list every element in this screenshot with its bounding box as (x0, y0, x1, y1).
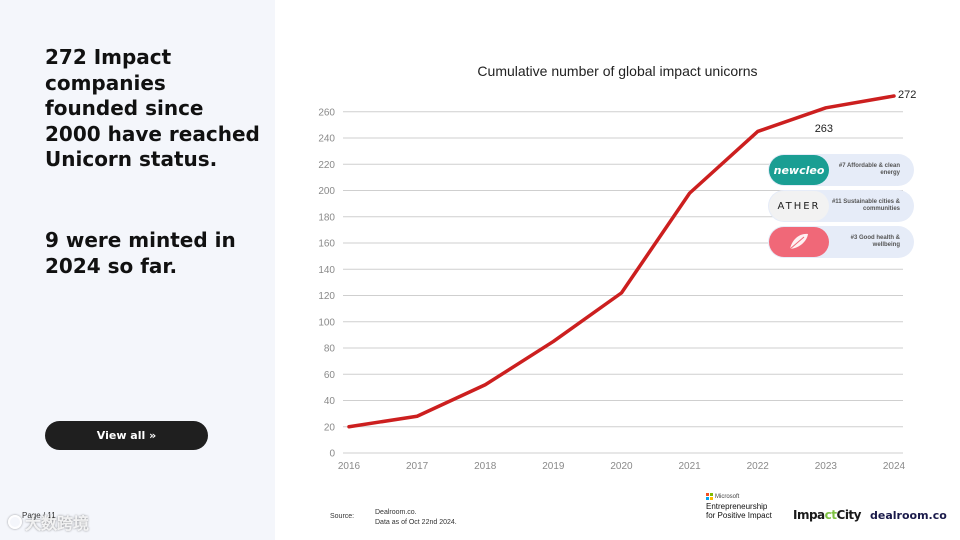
y-tick-label: 100 (318, 317, 335, 328)
y-tick-label: 200 (318, 186, 335, 197)
newcleo-logo: newcleo (769, 155, 829, 185)
badge-newcleo: newcleo #7 Affordable & clean energy (768, 154, 914, 186)
watermark-text: 大数跨境 (25, 514, 90, 533)
microsoft-line-1: Entrepreneurship (706, 502, 768, 511)
impactcity-part-1: Impa (793, 508, 825, 522)
watermark: 大数跨境 (8, 510, 89, 534)
badge-sdg-3: #3 Good health & wellbeing (850, 235, 900, 248)
left-panel (0, 0, 275, 540)
x-tick-label: 2020 (610, 461, 633, 472)
watermark-icon (8, 515, 22, 529)
feather-logo (769, 227, 829, 257)
newcleo-logo-text: newcleo (773, 163, 825, 177)
ather-logo: ATHER (769, 191, 829, 221)
source-line-2: Data as of Oct 22nd 2024. (375, 519, 457, 526)
y-tick-label: 220 (318, 160, 335, 171)
microsoft-icon (706, 493, 713, 500)
badge-health: #3 Good health & wellbeing (768, 226, 914, 258)
y-tick-label: 260 (318, 107, 335, 118)
feather-icon (789, 233, 808, 250)
x-tick-label: 2023 (815, 461, 838, 472)
data-label: 263 (815, 123, 833, 135)
badge-ather: ATHER #11 Sustainable cities & communiti… (768, 190, 914, 222)
x-tick-label: 2024 (883, 461, 906, 472)
x-tick-label: 2019 (542, 461, 565, 472)
y-tick-label: 80 (324, 344, 336, 355)
x-tick-label: 2017 (406, 461, 429, 472)
impactcity-part-3: City (836, 508, 862, 522)
microsoft-logo: Microsoft Entrepreneurship for Positive … (706, 493, 772, 520)
headline-minted: 9 were minted in 2024 so far. (45, 228, 236, 278)
badge-sdg-7: #7 Affordable & clean energy (838, 163, 900, 176)
view-all-button[interactable]: View all » (45, 421, 208, 450)
y-tick-label: 20 (324, 422, 336, 433)
y-tick-label: 60 (324, 370, 336, 381)
y-tick-label: 0 (329, 449, 335, 460)
y-tick-label: 240 (318, 134, 335, 145)
ather-logo-text: ATHER (777, 200, 821, 212)
microsoft-name: Microsoft (715, 493, 740, 500)
headline-unicorns: 272 Impact companies founded since 2000 … (45, 45, 260, 171)
y-tick-label: 180 (318, 212, 335, 223)
x-tick-label: 2018 (474, 461, 497, 472)
chart-title: Cumulative number of global impact unico… (477, 63, 758, 79)
microsoft-line-2: for Positive Impact (706, 511, 772, 520)
impactcity-part-2: ct (824, 508, 837, 522)
x-tick-label: 2016 (338, 461, 361, 472)
data-label: 272 (898, 89, 916, 101)
x-tick-label: 2021 (679, 461, 702, 472)
x-tick-label: 2022 (747, 461, 770, 472)
source-label: Source: (330, 513, 355, 520)
dealroom-logo: dealroom.co (870, 509, 947, 522)
series-line (347, 94, 896, 429)
page-label: Page / 11 (22, 511, 56, 520)
badge-sdg-11: #11 Sustainable cities & communities (831, 199, 900, 212)
source-line-1: Dealroom.co. (375, 509, 417, 516)
y-tick-label: 40 (324, 396, 336, 407)
y-tick-label: 120 (318, 291, 335, 302)
y-tick-label: 140 (318, 265, 335, 276)
source-text: Dealroom.co. Data as of Oct 22nd 2024. (375, 508, 457, 528)
y-tick-label: 160 (318, 239, 335, 250)
impactcity-logo: ImpactCity (793, 508, 862, 522)
